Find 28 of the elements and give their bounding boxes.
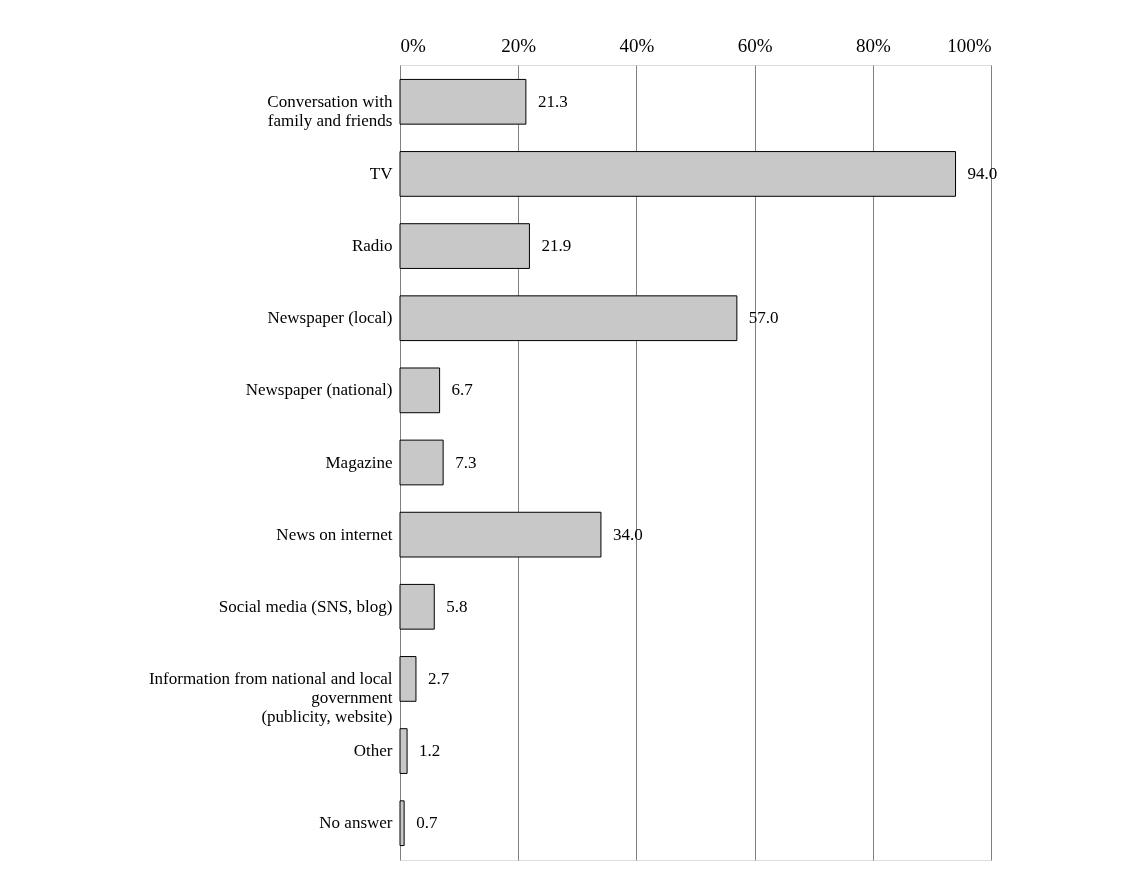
data-label: 0.7 [416, 813, 438, 833]
x-tick-label: 80% [855, 34, 891, 56]
data-label: 94.0 [967, 163, 998, 183]
x-tick-label: 40% [619, 34, 655, 56]
y-tick-label: Other [353, 741, 393, 761]
y-tick-label: Radio [351, 236, 393, 256]
data-label: 21.3 [537, 91, 568, 111]
x-tick-label: 20% [501, 34, 537, 56]
data-label: 34.0 [612, 524, 643, 544]
data-label: 57.0 [748, 308, 779, 328]
x-tick-label: 60% [737, 34, 773, 56]
x-tick-label: 0% [400, 34, 426, 56]
data-label: 2.7 [427, 668, 450, 688]
data-label: 7.3 [455, 452, 477, 472]
data-label: 21.9 [541, 236, 572, 256]
data-label: 6.7 [451, 380, 474, 400]
y-tick-label: News on internet [276, 524, 393, 544]
y-tick-label: Magazine [325, 452, 393, 472]
y-tick-label: Newspaper (national) [245, 380, 393, 400]
data-label: 5.8 [446, 596, 468, 616]
y-tick-label: Conversation with family and friends [267, 91, 393, 130]
y-tick-label: No answer [319, 813, 393, 833]
y-tick-label: Social media (SNS, blog) [218, 596, 393, 616]
y-tick-label: TV [369, 163, 394, 183]
y-tick-label: Information from national and local government (publicity, website) [148, 668, 393, 726]
y-tick-label: Newspaper (local) [267, 308, 393, 328]
x-tick-label: 100% [947, 34, 992, 56]
data-label: 1.2 [419, 741, 441, 761]
